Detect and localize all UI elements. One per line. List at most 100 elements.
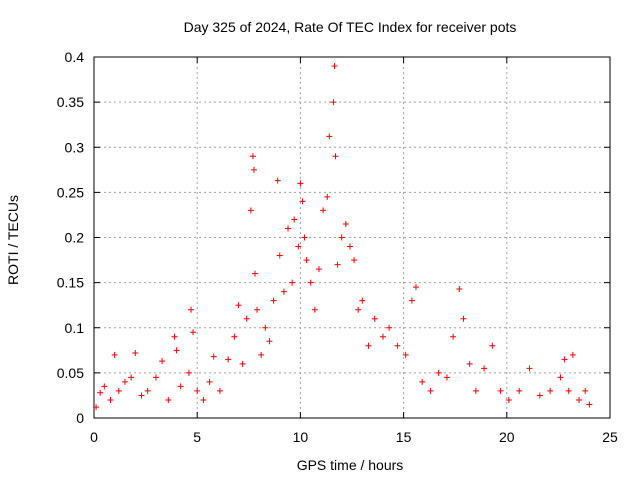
data-point <box>251 270 258 277</box>
data-point <box>342 220 349 227</box>
data-point <box>331 63 338 70</box>
data-point <box>111 351 118 358</box>
data-point <box>121 378 128 385</box>
data-point <box>351 257 358 264</box>
data-point <box>250 166 257 173</box>
data-point <box>128 374 135 381</box>
data-point <box>152 374 159 381</box>
data-point <box>427 387 434 394</box>
x-tick-label: 15 <box>396 429 412 445</box>
data-point <box>276 252 283 259</box>
y-tick-label: 0.05 <box>57 365 84 381</box>
data-point <box>346 243 353 250</box>
data-point <box>132 350 139 357</box>
data-point <box>355 306 362 313</box>
data-point <box>419 378 426 385</box>
y-tick-label: 0.4 <box>65 49 85 65</box>
data-point <box>303 257 310 264</box>
y-tick-label: 0.35 <box>57 94 84 110</box>
data-point <box>258 351 265 358</box>
data-point <box>330 99 337 106</box>
data-point <box>371 315 378 322</box>
data-point <box>159 358 166 365</box>
data-point <box>505 396 512 403</box>
data-point <box>516 387 523 394</box>
data-point <box>249 153 256 160</box>
data-point <box>185 369 192 376</box>
data-point <box>324 193 331 200</box>
data-point <box>243 315 250 322</box>
data-point <box>561 356 568 363</box>
data-point <box>402 351 409 358</box>
data-point <box>107 396 114 403</box>
x-tick-label: 10 <box>293 429 309 445</box>
data-point <box>320 207 327 214</box>
y-tick-label: 0.1 <box>65 320 85 336</box>
data-point <box>412 284 419 291</box>
x-tick-label: 25 <box>602 429 618 445</box>
data-point <box>536 392 543 399</box>
data-point <box>386 324 393 331</box>
x-tick-label: 0 <box>90 429 98 445</box>
data-point <box>334 261 341 268</box>
data-point <box>270 297 277 304</box>
y-tick-label: 0 <box>76 410 84 426</box>
data-point <box>266 338 273 345</box>
data-point <box>394 342 401 349</box>
data-point <box>497 387 504 394</box>
data-point <box>225 356 232 363</box>
data-point <box>295 243 302 250</box>
data-point <box>101 383 108 390</box>
x-tick-label: 20 <box>499 429 515 445</box>
y-tick-label: 0.3 <box>65 139 85 155</box>
data-point <box>481 365 488 372</box>
data-point <box>115 387 122 394</box>
data-point <box>435 369 442 376</box>
data-point <box>190 329 197 336</box>
data-point <box>231 333 238 340</box>
data-point <box>456 285 463 292</box>
y-axis-label: ROTI / TECUs <box>5 195 21 285</box>
data-point <box>188 306 195 313</box>
data-point <box>565 387 572 394</box>
data-point <box>547 387 554 394</box>
data-point <box>301 234 308 241</box>
data-point <box>297 180 304 187</box>
chart-title: Day 325 of 2024, Rate Of TEC Index for r… <box>184 19 517 35</box>
tick-labels: 0 0.05 0.1 0.15 0.2 0.25 0.3 0.35 0.4 0 5 10 15 20 25 <box>57 49 618 445</box>
data-point <box>379 333 386 340</box>
data-point <box>472 387 479 394</box>
data-point <box>307 279 314 286</box>
data-point <box>326 133 333 140</box>
data-point <box>97 389 104 396</box>
data-point <box>582 387 589 394</box>
data-point <box>274 177 281 184</box>
data-point <box>338 234 345 241</box>
y-tick-label: 0.25 <box>57 184 84 200</box>
data-point <box>165 396 172 403</box>
data-point <box>171 333 178 340</box>
data-point <box>235 302 242 309</box>
data-point <box>200 396 207 403</box>
data-point <box>177 383 184 390</box>
data-point <box>247 207 254 214</box>
data-point <box>93 404 100 411</box>
y-tick-label: 0.2 <box>65 230 85 246</box>
data-point <box>262 324 269 331</box>
x-tick-label: 5 <box>193 429 201 445</box>
data-point <box>315 266 322 273</box>
data-point <box>289 279 296 286</box>
plot-frame <box>93 56 611 419</box>
data-point <box>576 396 583 403</box>
data-point <box>299 198 306 205</box>
data-point <box>489 342 496 349</box>
data-point <box>144 387 151 394</box>
data-point <box>194 387 201 394</box>
data-point <box>569 351 576 358</box>
data-point <box>285 225 292 232</box>
data-point <box>365 342 372 349</box>
data-point <box>408 297 415 304</box>
data-point <box>254 306 261 313</box>
data-points <box>93 63 593 411</box>
